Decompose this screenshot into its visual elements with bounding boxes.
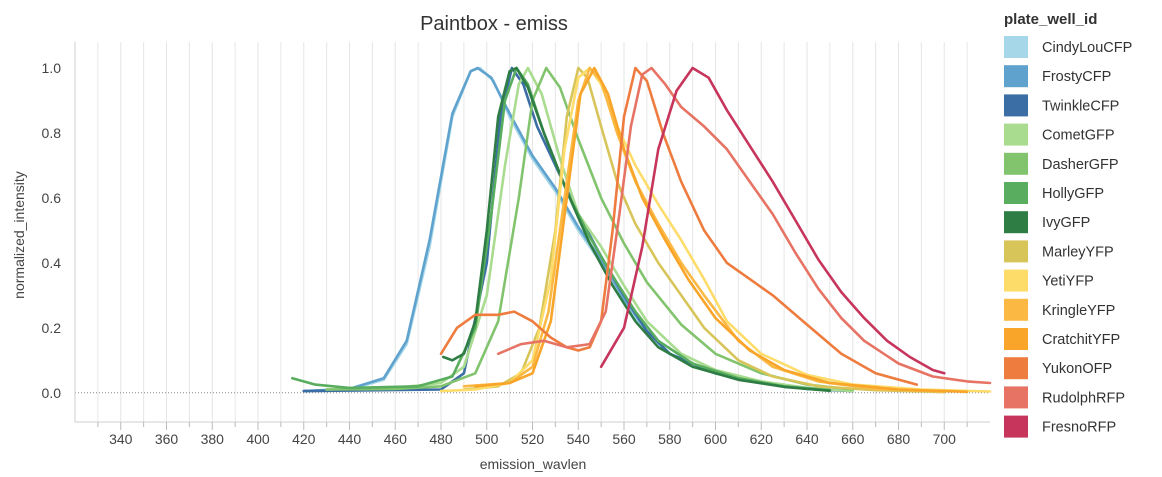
x-tick-label: 360 bbox=[155, 431, 179, 447]
x-tick-label: 380 bbox=[201, 431, 225, 447]
legend-swatch bbox=[1004, 123, 1028, 146]
axis-layer: 340 360 380 400 420 440 460 480 500 520 540 560 580 6… bbox=[42, 42, 990, 447]
legend-swatch bbox=[1004, 386, 1028, 409]
legend-swatch bbox=[1004, 240, 1028, 263]
legend-swatch bbox=[1004, 152, 1028, 175]
legend-label: IvyGFP bbox=[1042, 215, 1090, 231]
x-tick-label: 440 bbox=[338, 431, 362, 447]
legend-swatch bbox=[1004, 211, 1028, 234]
x-tick-label: 660 bbox=[841, 431, 865, 447]
legend-label: CratchitYFP bbox=[1042, 332, 1120, 348]
x-tick-label: 460 bbox=[384, 431, 408, 447]
legend-label: YukonOFP bbox=[1042, 361, 1112, 377]
x-tick-label: 560 bbox=[612, 431, 636, 447]
y-tick-label: 0.4 bbox=[42, 255, 62, 271]
y-axis-label: normalized_intensity bbox=[11, 171, 27, 299]
legend-label: CindyLouCFP bbox=[1042, 40, 1132, 56]
series-line-yukonofp bbox=[439, 66, 919, 386]
legend-title: plate_well_id bbox=[1004, 11, 1097, 28]
legend-label: YetiYFP bbox=[1042, 274, 1094, 290]
y-tick-label: 0.6 bbox=[42, 190, 62, 206]
x-tick-label: 600 bbox=[704, 431, 728, 447]
legend-swatch bbox=[1004, 36, 1028, 58]
series-layer bbox=[291, 66, 992, 394]
x-tick-label: 640 bbox=[795, 431, 819, 447]
x-tick-label: 540 bbox=[567, 431, 591, 447]
legend-swatch bbox=[1004, 298, 1028, 321]
x-tick-label: 520 bbox=[521, 431, 545, 447]
x-tick-label: 620 bbox=[750, 431, 774, 447]
y-tick-label: 0.0 bbox=[42, 385, 62, 401]
series-line-dashergfp bbox=[325, 66, 855, 391]
x-tick-label: 420 bbox=[292, 431, 316, 447]
series-line-fresnorfp bbox=[599, 66, 946, 375]
legend-swatch bbox=[1004, 415, 1028, 438]
y-tick-label: 0.2 bbox=[42, 320, 62, 336]
chart-title: Paintbox - emiss bbox=[420, 13, 568, 35]
x-tick-label: 400 bbox=[246, 431, 270, 447]
legend-swatch bbox=[1004, 182, 1028, 204]
legend-label: HollyGFP bbox=[1042, 186, 1104, 202]
legend-swatch bbox=[1004, 357, 1028, 380]
x-axis-label: emission_wavlen bbox=[480, 456, 587, 472]
y-tick-label: 0.8 bbox=[42, 125, 62, 141]
legend-swatch bbox=[1004, 65, 1028, 88]
x-tick-label: 500 bbox=[475, 431, 499, 447]
series-line-cratchityfp bbox=[474, 66, 969, 394]
legend-swatch bbox=[1004, 269, 1028, 292]
series-line-yetiyfp bbox=[439, 66, 992, 393]
legend-label: TwinkleCFP bbox=[1042, 98, 1119, 114]
legend-label: KringleYFP bbox=[1042, 303, 1115, 319]
legend-label: RudolphRFP bbox=[1042, 390, 1125, 406]
x-tick-label: 680 bbox=[887, 431, 911, 447]
legend-label: CometGFP bbox=[1042, 128, 1115, 144]
legend-label: FresnoRFP bbox=[1042, 420, 1116, 436]
legend-label: DasherGFP bbox=[1042, 157, 1119, 173]
x-tick-label: 340 bbox=[109, 431, 133, 447]
x-tick-label: 480 bbox=[429, 431, 453, 447]
legend-label: FrostyCFP bbox=[1042, 69, 1111, 85]
legend-swatch bbox=[1004, 328, 1028, 350]
series-line-rudolphrfp bbox=[496, 66, 992, 385]
legend-swatch bbox=[1004, 94, 1028, 117]
x-tick-label: 700 bbox=[933, 431, 957, 447]
legend: plate_well_id CindyLouCFP FrostyCFP Twinkl… bbox=[1004, 11, 1132, 438]
x-tick-label: 580 bbox=[658, 431, 682, 447]
legend-label: MarleyYFP bbox=[1042, 244, 1114, 260]
series-line-ivygfp bbox=[442, 66, 832, 393]
y-tick-label: 1.0 bbox=[42, 60, 62, 76]
